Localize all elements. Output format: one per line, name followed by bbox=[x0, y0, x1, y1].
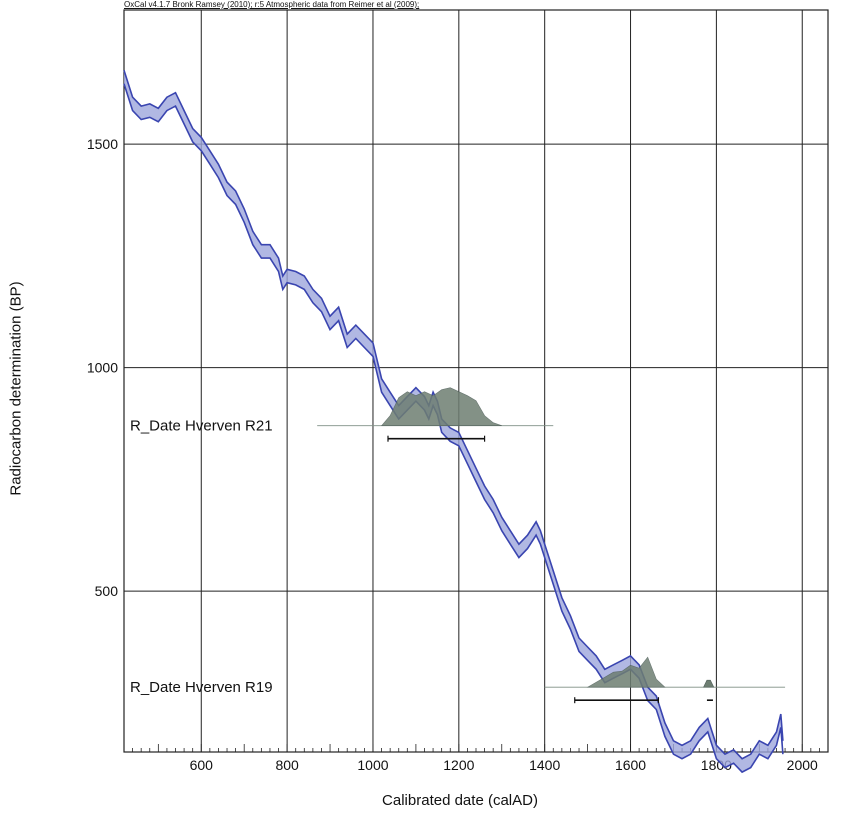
distribution-label: R_Date Hverven R19 bbox=[130, 679, 273, 696]
software-citation: OxCal v4.1.7 Bronk Ramsey (2010); r:5 At… bbox=[124, 0, 420, 9]
x-tick-label: 1000 bbox=[357, 757, 388, 773]
x-tick-label: 1600 bbox=[615, 757, 646, 773]
plot-frame bbox=[123, 9, 829, 753]
y-tick-label: 500 bbox=[95, 583, 119, 599]
y-axis-label: Radiocarbon determination (BP) bbox=[7, 281, 25, 496]
x-axis-label: Calibrated date (calAD) bbox=[382, 792, 538, 809]
distribution-label: R_Date Hverven R21 bbox=[130, 418, 273, 435]
x-tick-label: 1200 bbox=[443, 757, 474, 773]
probability-distribution bbox=[380, 387, 502, 427]
y-tick-label: 1000 bbox=[87, 360, 118, 376]
x-tick-label: 1400 bbox=[529, 757, 560, 773]
x-tick-label: 600 bbox=[190, 757, 214, 773]
x-tick-label: 800 bbox=[275, 757, 299, 773]
y-tick-label: 1500 bbox=[87, 136, 118, 152]
x-tick-label: 2000 bbox=[787, 757, 818, 773]
probability-distribution-minor bbox=[703, 679, 715, 688]
probability-distribution bbox=[586, 656, 666, 688]
